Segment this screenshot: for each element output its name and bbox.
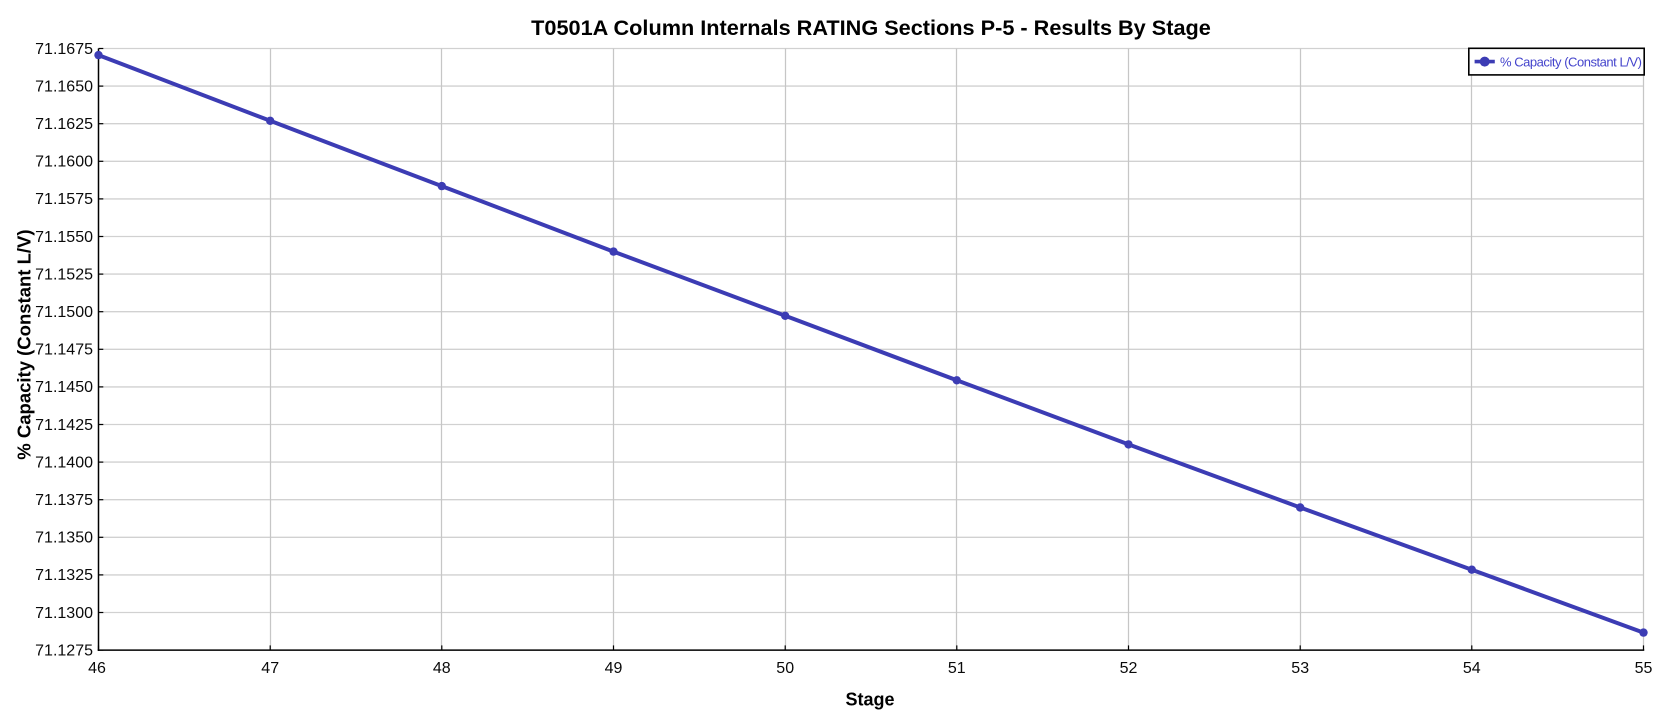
svg-text:71.1400: 71.1400 — [35, 454, 93, 471]
svg-text:71.1675: 71.1675 — [35, 41, 93, 58]
svg-text:71.1525: 71.1525 — [35, 266, 93, 283]
svg-text:71.1350: 71.1350 — [35, 530, 93, 547]
svg-text:Stage: Stage — [845, 690, 894, 710]
svg-text:71.1500: 71.1500 — [35, 304, 93, 321]
svg-text:71.1650: 71.1650 — [35, 78, 93, 95]
svg-text:51: 51 — [948, 660, 966, 677]
svg-text:71.1275: 71.1275 — [35, 642, 93, 659]
svg-text:% Capacity (Constant L/V): % Capacity (Constant L/V) — [14, 229, 35, 459]
svg-text:50: 50 — [776, 660, 794, 677]
svg-text:71.1375: 71.1375 — [35, 492, 93, 509]
svg-text:49: 49 — [605, 660, 623, 677]
svg-text:48: 48 — [433, 660, 451, 677]
svg-text:47: 47 — [261, 660, 279, 677]
svg-text:52: 52 — [1120, 660, 1138, 677]
svg-text:71.1475: 71.1475 — [35, 342, 93, 359]
svg-text:46: 46 — [88, 660, 106, 677]
svg-text:71.1450: 71.1450 — [35, 379, 93, 396]
svg-text:55: 55 — [1635, 660, 1653, 677]
svg-text:71.1300: 71.1300 — [35, 605, 93, 622]
svg-text:71.1600: 71.1600 — [35, 154, 93, 171]
svg-text:71.1425: 71.1425 — [35, 417, 93, 434]
svg-text:% Capacity (Constant L/V): % Capacity (Constant L/V) — [1500, 55, 1642, 70]
svg-text:53: 53 — [1291, 660, 1309, 677]
svg-text:71.1625: 71.1625 — [35, 116, 93, 133]
svg-text:54: 54 — [1463, 660, 1481, 677]
svg-text:T0501A Column Internals RATING: T0501A Column Internals RATING Sections … — [531, 15, 1211, 40]
svg-text:71.1550: 71.1550 — [35, 229, 93, 246]
svg-text:71.1325: 71.1325 — [35, 567, 93, 584]
svg-text:71.1575: 71.1575 — [35, 191, 93, 208]
